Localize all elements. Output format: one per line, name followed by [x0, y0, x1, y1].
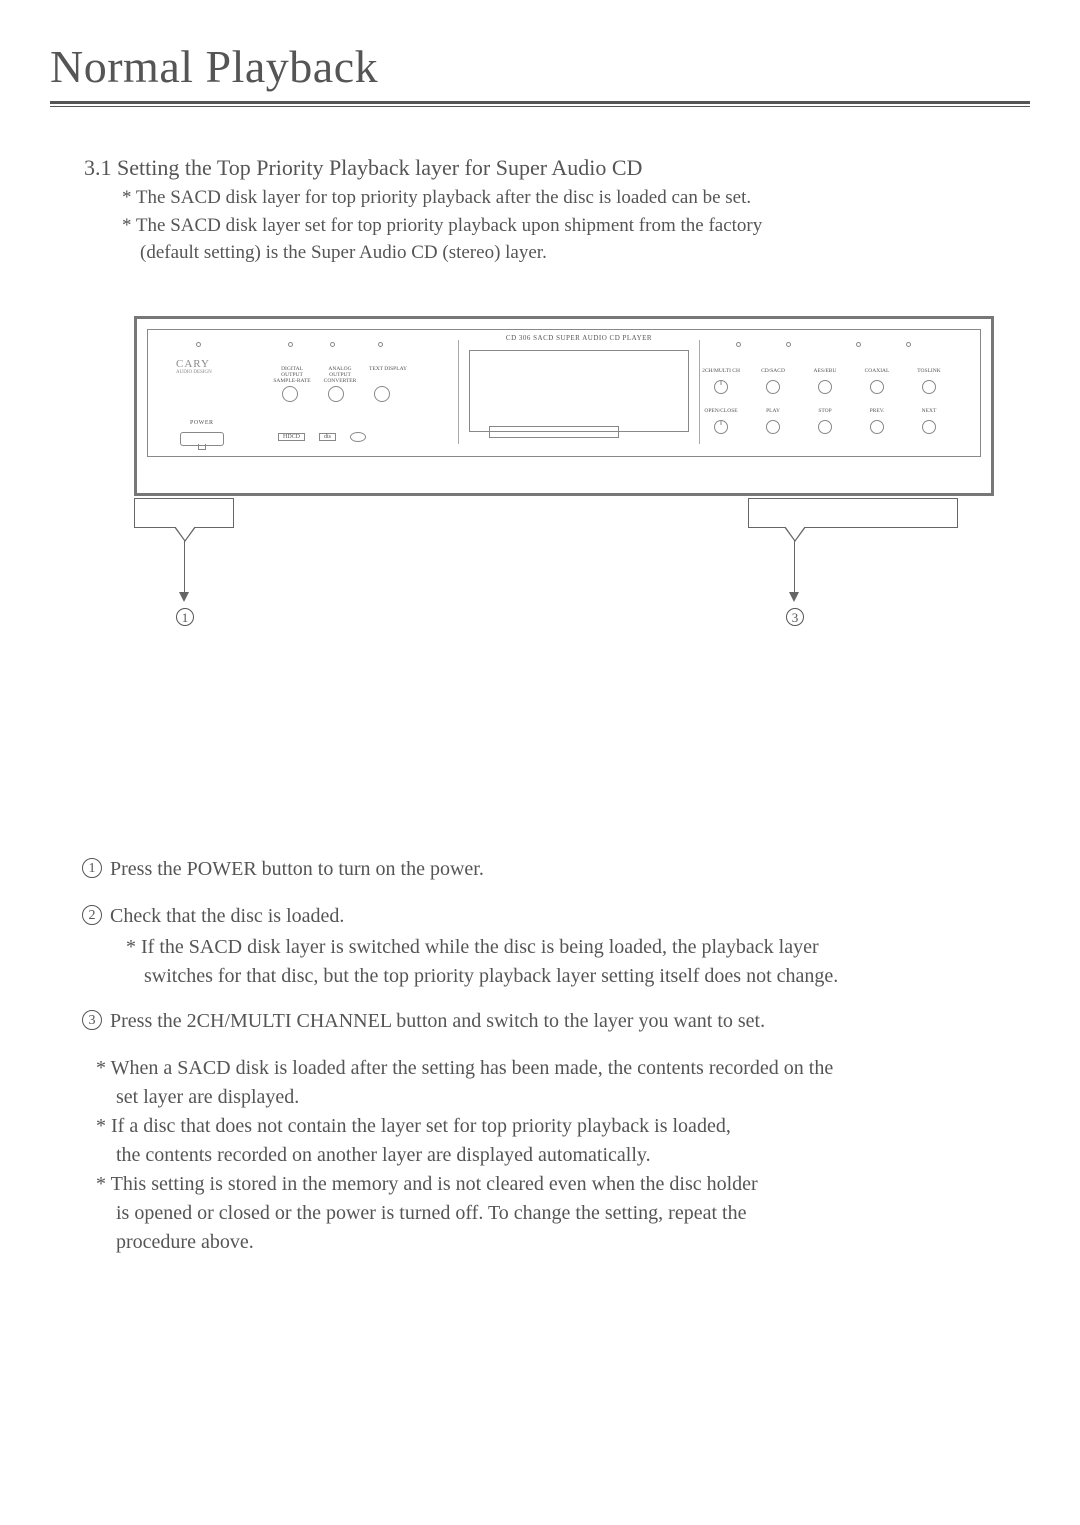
digital-output-button[interactable] — [282, 386, 298, 402]
hdcd-logo-icon: HDCD — [278, 433, 305, 441]
screw-hole-icon — [906, 342, 911, 347]
callout-box-1 — [134, 498, 234, 528]
device-left-panel: CARY AUDIO DESIGN POWER — [158, 336, 268, 448]
analog-output-button[interactable] — [328, 386, 344, 402]
callout-number-1: 1 — [176, 608, 194, 626]
label-cd-sacd: CD/SACD — [752, 368, 794, 374]
label-toslink: TOSLINK — [908, 368, 950, 374]
intro-line-2-cont: (default setting) is the Super Audio CD … — [140, 240, 1030, 266]
label-prev: PREV. — [856, 408, 898, 414]
screw-hole-icon — [330, 342, 335, 347]
step-number-icon: 1 — [82, 858, 102, 878]
mid-knob-row — [282, 386, 390, 402]
device-mid-panel: DIGITAL OUTPUT SAMPLE-RATE ANALOG OUTPUT… — [268, 336, 458, 448]
label-stop: STOP — [804, 408, 846, 414]
brand-text: CARY — [176, 358, 210, 370]
brand-subtext: AUDIO DESIGN — [176, 370, 212, 375]
final-note-3-cont: is opened or closed or the power is turn… — [116, 1200, 1030, 1227]
step-number-icon: 2 — [82, 905, 102, 925]
step-2-note-1-cont: switches for that disc, but the top prio… — [144, 963, 1030, 990]
arrow-down-icon — [789, 592, 799, 602]
intro-line-2: * The SACD disk layer set for top priori… — [122, 213, 1030, 239]
callout-stem — [794, 540, 795, 594]
title-rule — [50, 101, 1030, 107]
right-knob-row2 — [714, 420, 936, 434]
screw-hole-icon — [196, 342, 201, 347]
aes-ebu-button[interactable] — [818, 380, 832, 394]
stop-button[interactable] — [818, 420, 832, 434]
right-labels-row2: OPEN/CLOSE PLAY STOP PREV. NEXT — [700, 408, 950, 414]
disc-logo-icon — [350, 432, 366, 442]
callout-box-3 — [748, 498, 958, 528]
dts-logo-icon: dts — [319, 433, 336, 441]
final-note-3: * This setting is stored in the memory a… — [96, 1171, 1030, 1198]
callout-stem — [184, 540, 185, 594]
label-open-close: OPEN/CLOSE — [700, 408, 742, 414]
open-close-button[interactable] — [714, 420, 728, 434]
callout-v-icon — [785, 526, 805, 540]
screw-hole-icon — [736, 342, 741, 347]
screw-hole-icon — [378, 342, 383, 347]
final-note-2-cont: the contents recorded on another layer a… — [116, 1142, 1030, 1169]
power-button[interactable] — [180, 432, 224, 446]
label-coaxial: COAXIAL — [856, 368, 898, 374]
text-display-button[interactable] — [374, 386, 390, 402]
device-right-panel: 2CH/MULTI CH CD/SACD AES/EBU COAXIAL TOS… — [700, 336, 970, 448]
label-2ch-multi: 2CH/MULTI CH — [700, 368, 742, 374]
label-play: PLAY — [752, 408, 794, 414]
step-2: 2 Check that the disc is loaded. — [82, 903, 1030, 930]
toslink-button[interactable] — [922, 380, 936, 394]
step-number-icon: 3 — [82, 1010, 102, 1030]
step-1-text: Press the POWER button to turn on the po… — [110, 856, 484, 883]
display-screen — [469, 350, 689, 432]
next-button[interactable] — [922, 420, 936, 434]
arrow-down-icon — [179, 592, 189, 602]
intro-line-1: * The SACD disk layer for top priority p… — [122, 185, 1030, 211]
device-screen-panel: CD 306 SACD SUPER AUDIO CD PLAYER — [459, 336, 699, 448]
play-button[interactable] — [766, 420, 780, 434]
step-3-text: Press the 2CH/MULTI CHANNEL button and s… — [110, 1008, 765, 1035]
mid-labels: DIGITAL OUTPUT SAMPLE-RATE ANALOG OUTPUT… — [272, 366, 408, 384]
step-3: 3 Press the 2CH/MULTI CHANNEL button and… — [82, 1008, 1030, 1035]
step-1: 1 Press the POWER button to turn on the … — [82, 856, 1030, 883]
final-note-1: * When a SACD disk is loaded after the s… — [96, 1055, 1030, 1082]
2ch-multi-button[interactable] — [714, 380, 728, 394]
label-aes-ebu: AES/EBU — [804, 368, 846, 374]
device-model-label: CD 306 SACD SUPER AUDIO CD PLAYER — [506, 334, 652, 342]
section-heading: 3.1 Setting the Top Priority Playback la… — [84, 155, 1030, 181]
callout-number-3: 3 — [786, 608, 804, 626]
power-label: POWER — [190, 420, 214, 426]
cd-sacd-button[interactable] — [766, 380, 780, 394]
callout-v-icon — [175, 526, 195, 540]
brand-logo: CARY AUDIO DESIGN — [176, 358, 212, 375]
right-knob-row1 — [714, 380, 936, 394]
prev-button[interactable] — [870, 420, 884, 434]
coaxial-button[interactable] — [870, 380, 884, 394]
label-next: NEXT — [908, 408, 950, 414]
screw-hole-icon — [786, 342, 791, 347]
disc-tray — [489, 426, 619, 438]
right-labels-row1: 2CH/MULTI CH CD/SACD AES/EBU COAXIAL TOS… — [700, 368, 950, 374]
final-note-2: * If a disc that does not contain the la… — [96, 1113, 1030, 1140]
label-text-display: TEXT DISPLAY — [368, 366, 408, 384]
mid-logos: HDCD dts — [278, 432, 366, 442]
step-2-note-1: * If the SACD disk layer is switched whi… — [126, 934, 1030, 961]
device-illustration: CARY AUDIO DESIGN POWER DIGITAL OUTPUT S… — [134, 316, 1030, 496]
page-title: Normal Playback — [50, 40, 1030, 93]
label-digital-output: DIGITAL OUTPUT SAMPLE-RATE — [272, 366, 312, 384]
step-2-text: Check that the disc is loaded. — [110, 903, 344, 930]
screw-hole-icon — [856, 342, 861, 347]
label-analog-output: ANALOG OUTPUT CONVERTER — [320, 366, 360, 384]
final-note-3-cont2: procedure above. — [116, 1229, 1030, 1256]
screw-hole-icon — [288, 342, 293, 347]
final-note-1-cont: set layer are displayed. — [116, 1084, 1030, 1111]
